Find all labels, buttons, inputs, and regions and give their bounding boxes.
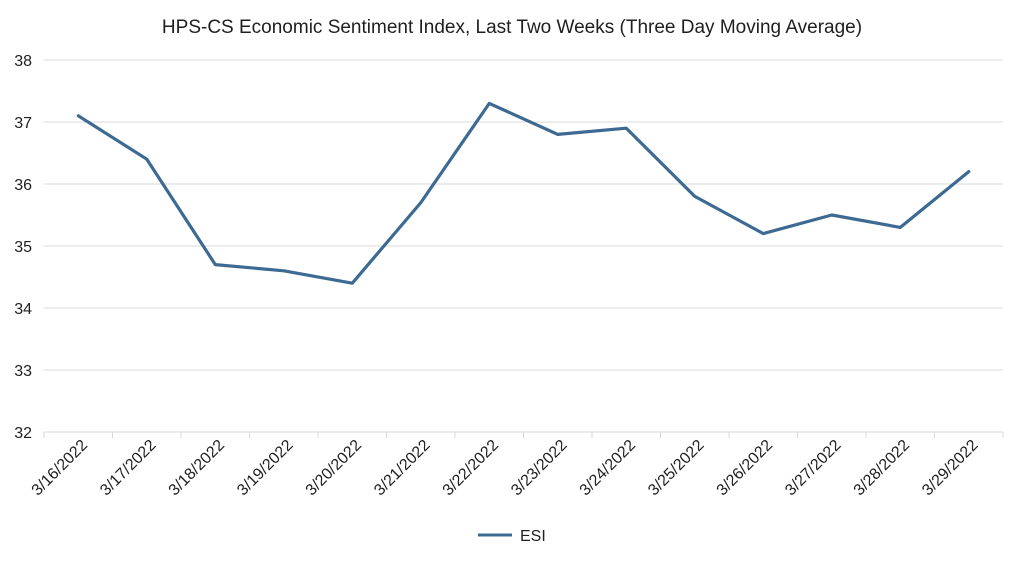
x-tick-label: 3/16/2022 xyxy=(29,437,91,499)
x-tick-label: 3/26/2022 xyxy=(714,437,776,499)
x-axis-tick-labels: 3/16/2022 3/17/2022 3/18/2022 3/19/2022 3/20… xyxy=(29,437,982,499)
series-line-esi xyxy=(76,101,971,285)
y-tick-label: 38 xyxy=(14,53,32,70)
x-tick-label: 3/25/2022 xyxy=(645,437,707,499)
legend: ESI xyxy=(478,528,546,545)
y-tick-label: 37 xyxy=(14,115,32,132)
x-tick-label: 3/29/2022 xyxy=(919,437,981,499)
x-tick-label: 3/22/2022 xyxy=(440,437,502,499)
x-tick-label: 3/28/2022 xyxy=(851,437,913,499)
y-tick-label: 36 xyxy=(14,177,32,194)
y-tick-label: 34 xyxy=(14,301,32,318)
y-tick-label: 35 xyxy=(14,239,32,256)
x-tick-label: 3/24/2022 xyxy=(577,437,639,499)
x-tick-label: 3/17/2022 xyxy=(97,437,159,499)
x-tick-label: 3/19/2022 xyxy=(234,437,296,499)
y-axis-tick-labels: 32 33 34 35 36 37 38 xyxy=(14,53,32,442)
legend-label-esi: ESI xyxy=(520,528,546,545)
x-tick-label: 3/20/2022 xyxy=(303,437,365,499)
series-lines xyxy=(76,101,971,285)
x-tick-label: 3/21/2022 xyxy=(371,437,433,499)
axes xyxy=(43,431,1004,438)
chart-title: HPS-CS Economic Sentiment Index, Last Tw… xyxy=(162,17,862,38)
y-tick-label: 32 xyxy=(14,425,32,442)
y-tick-label: 33 xyxy=(14,363,32,380)
x-tick-label: 3/27/2022 xyxy=(782,437,844,499)
gridlines xyxy=(44,59,1003,371)
x-tick-label: 3/23/2022 xyxy=(508,437,570,499)
x-tick-label: 3/18/2022 xyxy=(166,437,228,499)
